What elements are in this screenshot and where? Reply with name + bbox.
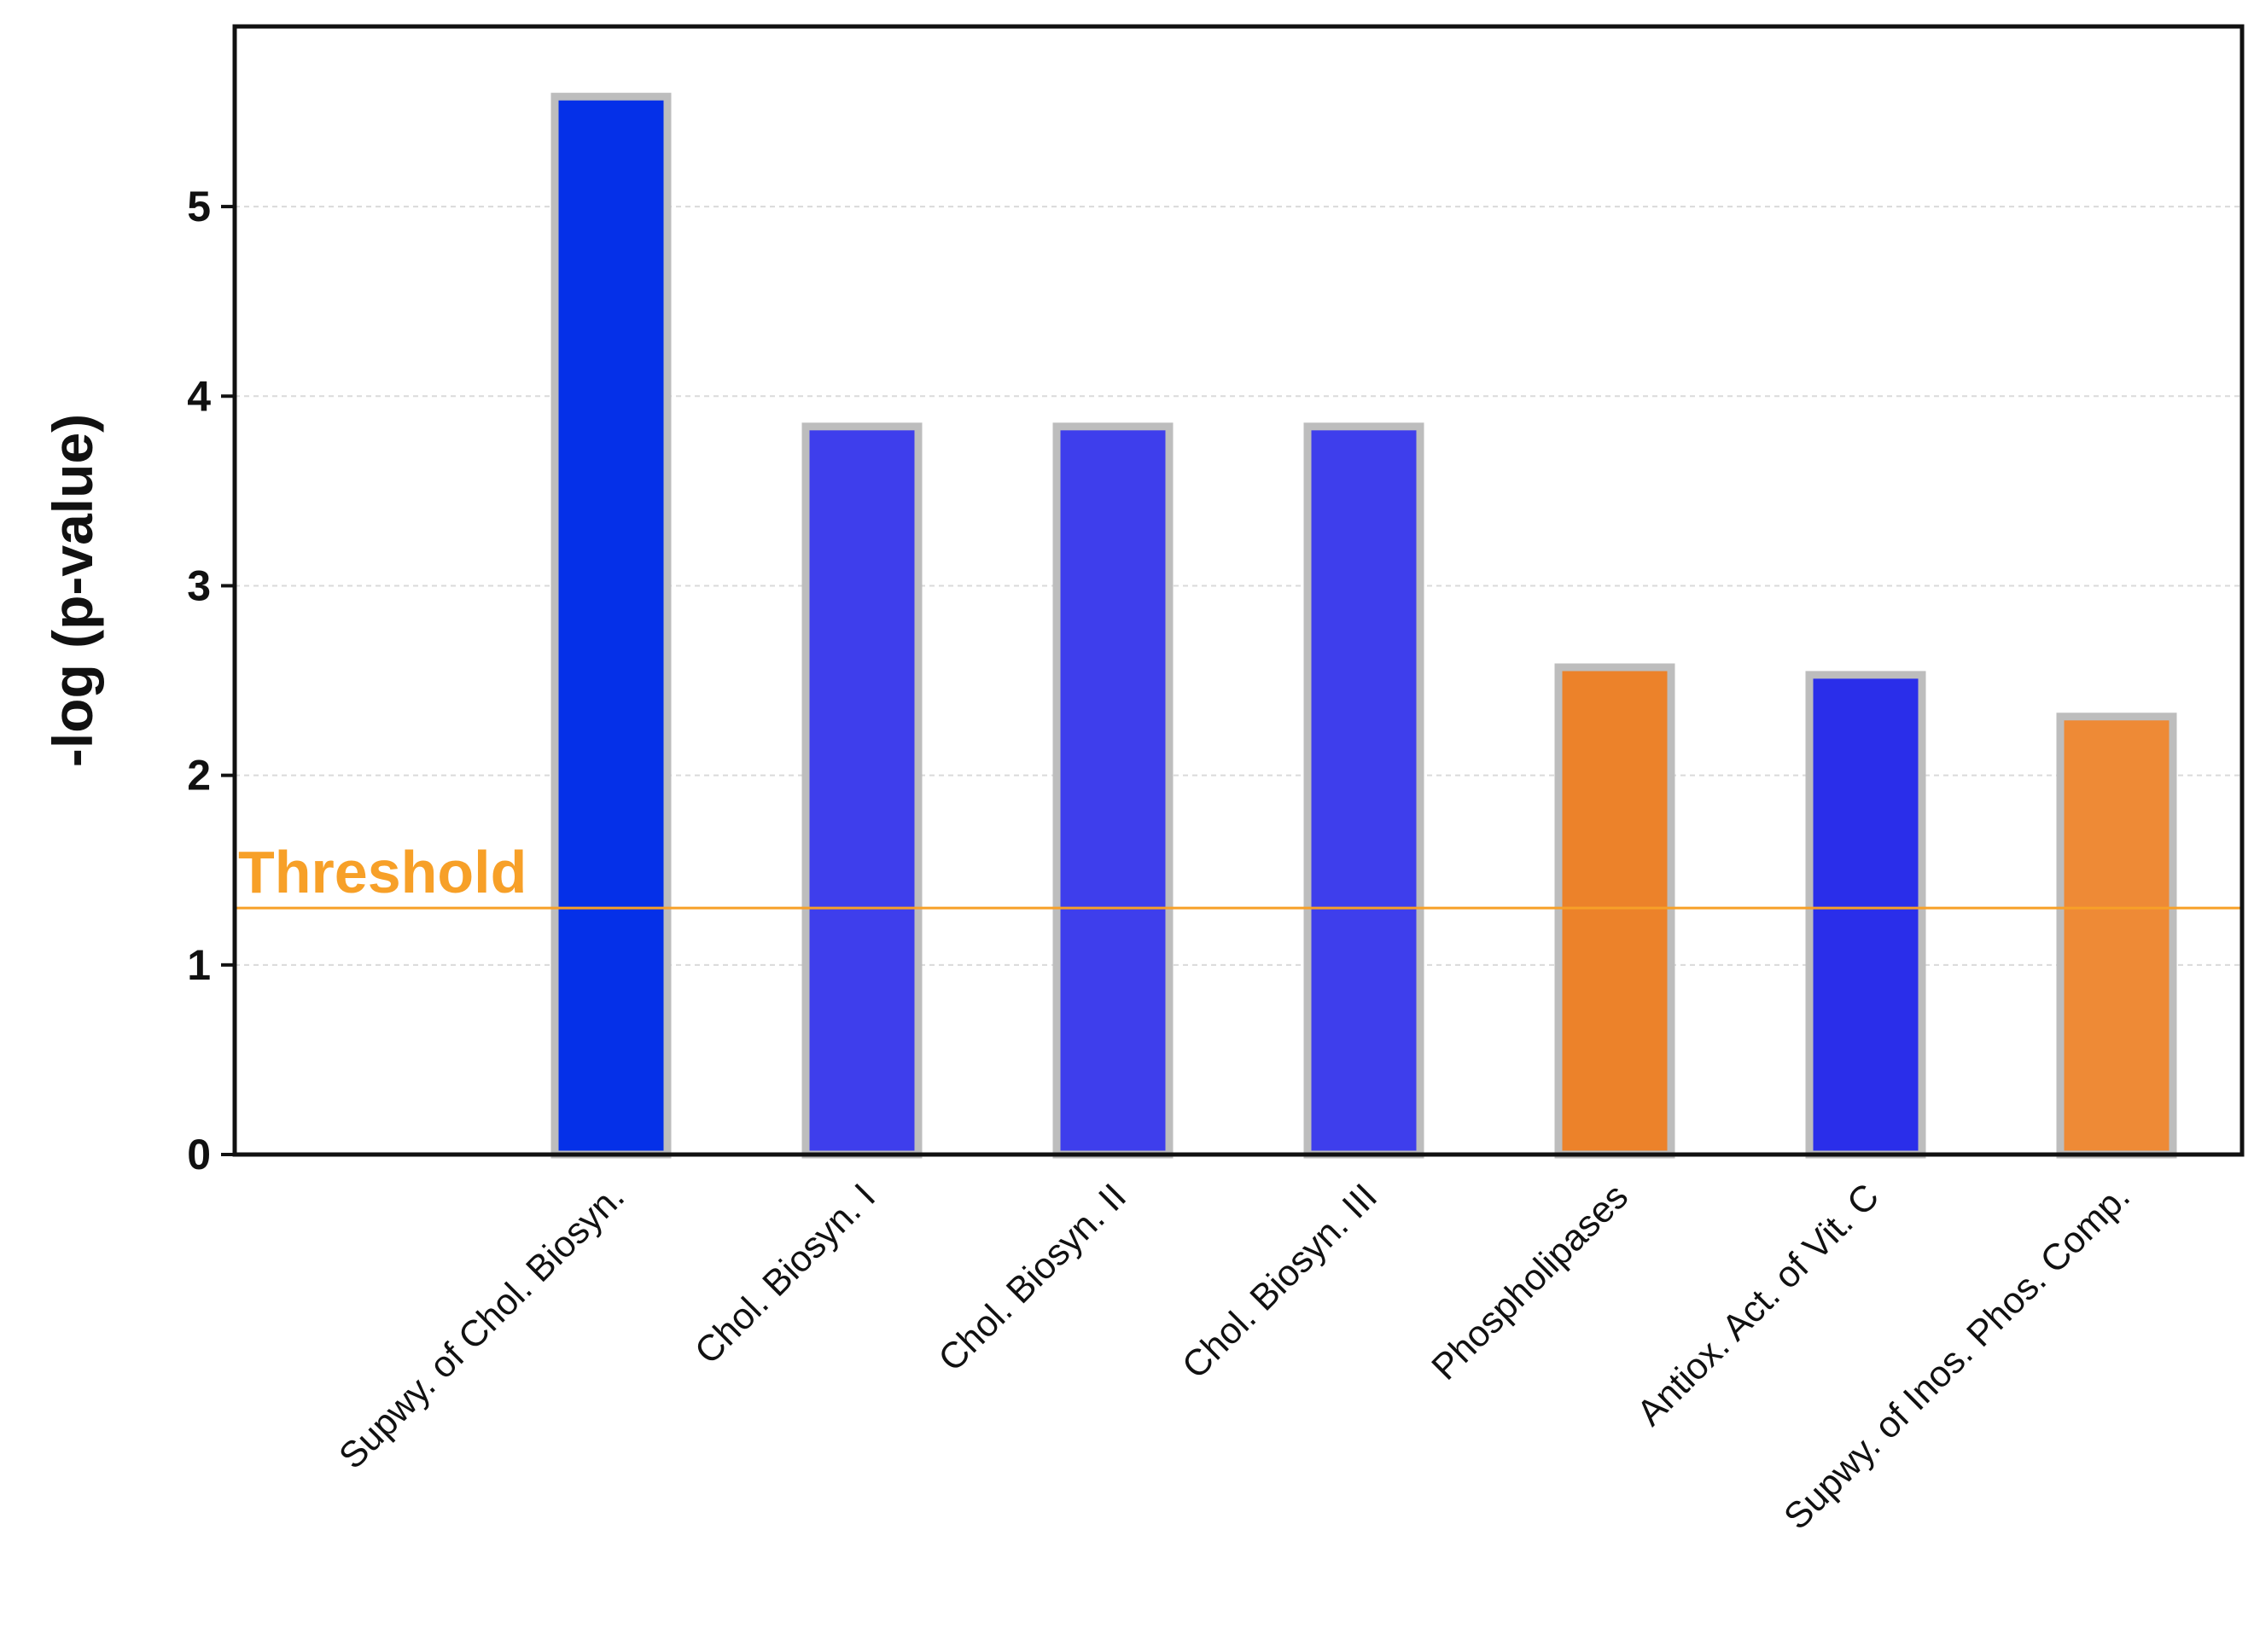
threshold-label: Threshold (238, 839, 527, 905)
x-axis-category-labels: Supwy. of Chol. Biosyn. Chol. Biosyn. I Ch… (331, 1176, 2138, 1538)
bars (550, 92, 2177, 1159)
x-category-label-6: Antiox. Act. of Vit. C (1629, 1176, 1887, 1434)
bar-6 (1805, 671, 1926, 1159)
grid-lines (235, 206, 2242, 966)
y-axis-title: -log (p-value) (41, 414, 104, 767)
bar-3 (1052, 422, 1174, 1159)
y-tick-label-1: 1 (187, 941, 211, 989)
x-category-label-4: Chol. Biosyn. III (1174, 1176, 1385, 1387)
y-tick-label-2: 2 (187, 752, 211, 800)
x-category-label-5: Phospholipases (1424, 1176, 1636, 1388)
x-category-label-2: Chol. Biosyn. I (687, 1176, 883, 1372)
bar-2 (801, 422, 923, 1159)
bar-7 (2056, 713, 2177, 1159)
threshold-line-group: Threshold (235, 839, 2242, 910)
y-tick-label-0: 0 (187, 1131, 211, 1178)
bar-5 (1554, 663, 1675, 1159)
x-category-label-1: Supwy. of Chol. Biosyn. (331, 1176, 632, 1477)
plot-frame (232, 24, 2245, 1157)
y-tick-label-3: 3 (187, 561, 211, 609)
y-tick-label-4: 4 (187, 372, 211, 420)
y-tick-label-5: 5 (187, 183, 211, 230)
x-category-label-3: Chol. Biosyn. II (931, 1176, 1134, 1379)
bar-4 (1303, 422, 1424, 1159)
bar-1 (550, 92, 672, 1159)
y-axis-ticks: 0 1 2 3 4 5 (187, 183, 235, 1178)
